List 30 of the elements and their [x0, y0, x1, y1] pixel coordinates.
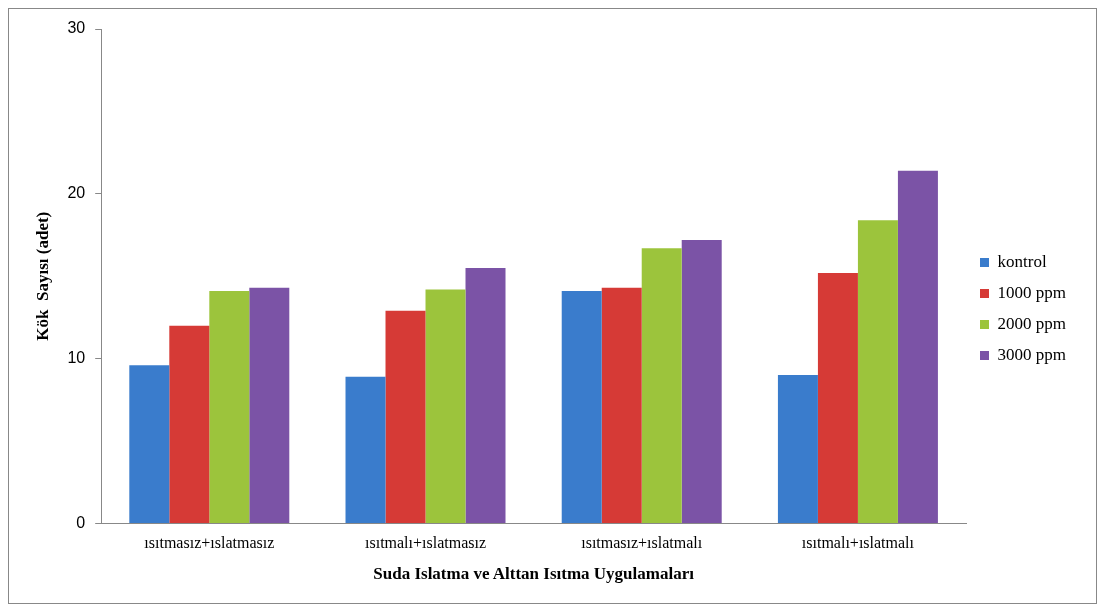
y-tick-label: 10 [67, 349, 86, 367]
legend-label: 2000 ppm [997, 313, 1067, 333]
legend-label: kontrol [997, 251, 1047, 271]
y-tick-label: 0 [76, 513, 86, 531]
bar [169, 325, 210, 523]
bar [777, 375, 818, 523]
y-tick-label: 20 [67, 184, 86, 202]
bar [249, 287, 290, 523]
bar [641, 248, 682, 523]
bar [897, 170, 938, 523]
legend-label: 1000 ppm [997, 282, 1067, 302]
y-axis-title: Kök Sayısı (adet) [32, 211, 52, 341]
bar [817, 272, 858, 523]
bar [209, 291, 250, 523]
y-tick-label: 30 [67, 19, 86, 37]
bar [681, 239, 722, 523]
bar [857, 220, 898, 523]
x-axis-title: Suda Islatma ve Alttan Isıtma Uygulamaları [373, 564, 695, 584]
legend-label: 3000 ppm [997, 344, 1067, 364]
bar [385, 310, 426, 523]
bar [129, 365, 170, 523]
x-tick-label: ısıtmasız+ıslatmalı [581, 534, 703, 552]
x-tick-label: ısıtmalı+ıslatmasız [365, 534, 487, 552]
bar [345, 376, 386, 523]
bar [561, 291, 602, 523]
bar [425, 289, 466, 523]
x-tick-label: ısıtmalı+ıslatmalı [801, 534, 915, 552]
bar [465, 267, 506, 523]
bar [601, 287, 642, 523]
x-tick-label: ısıtmasız+ıslatmasız [144, 534, 275, 552]
